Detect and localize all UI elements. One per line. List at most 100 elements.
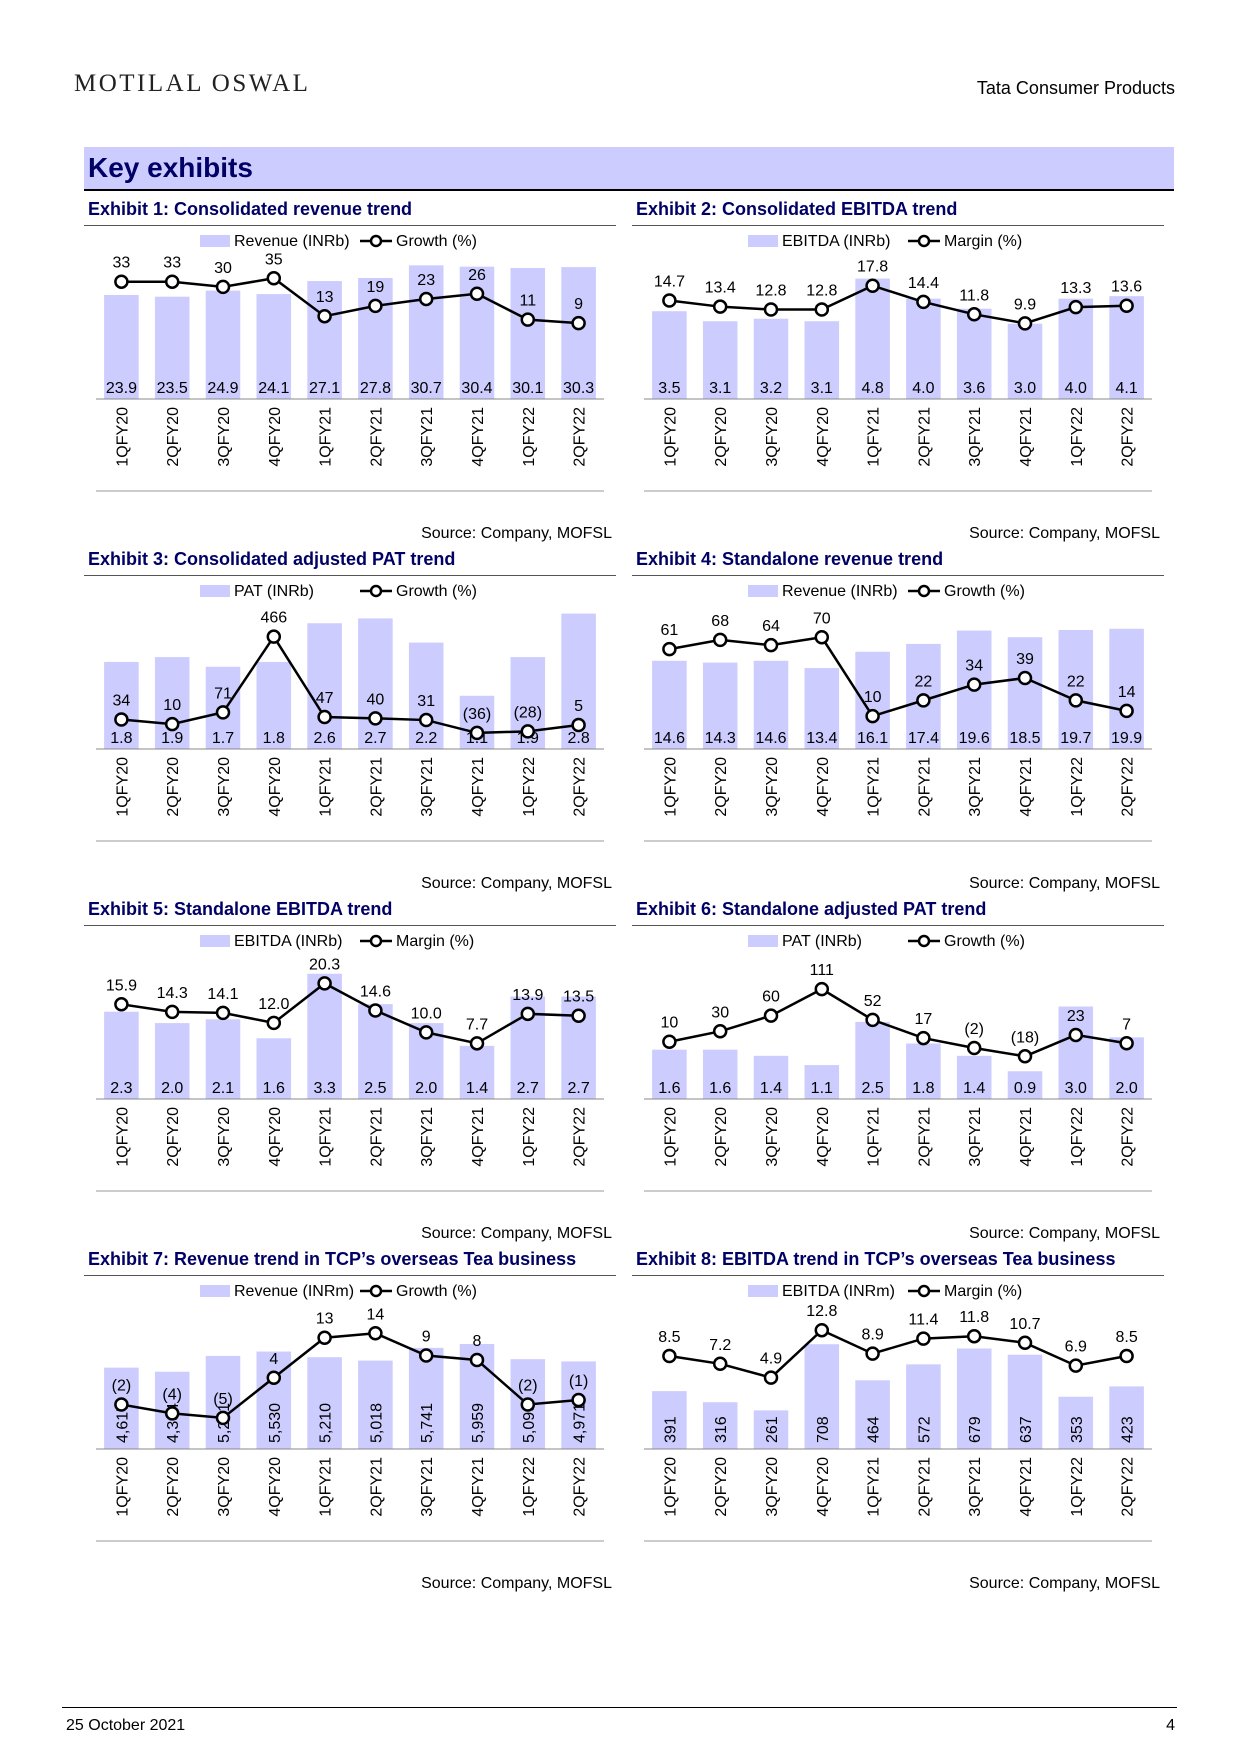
bar-data-label: 1.8: [912, 1080, 934, 1097]
line-point: [763, 637, 779, 653]
bar: [1058, 1396, 1094, 1449]
category-label: 1QFY22: [1069, 1107, 1086, 1167]
line-markers: [662, 1322, 1134, 1385]
line-point: [763, 1008, 779, 1023]
category-label: 3QFY20: [764, 1457, 781, 1517]
line-data-label: 7.7: [466, 1016, 488, 1033]
line-data-label: 8.5: [658, 1329, 680, 1346]
bar: [804, 1344, 840, 1449]
line-data-label: 52: [864, 993, 882, 1010]
bar: [1058, 629, 1094, 749]
report-date: 25 October 2021: [66, 1717, 186, 1734]
line-point: [571, 1392, 586, 1408]
exhibit-7: Exhibit 7: Revenue trend in TCP’s overse…: [84, 1245, 616, 1598]
source-note: Source: Company, MOFSL: [421, 1225, 612, 1242]
bar-data-label: 4.1: [1115, 380, 1137, 397]
bar-data-label: 708: [815, 1416, 832, 1443]
legend-bar-label: EBITDA (INRm): [782, 1283, 895, 1300]
line-point: [520, 1006, 536, 1022]
bar: [307, 973, 342, 1099]
bar-data-label: 14.6: [654, 730, 685, 747]
bar: [804, 1065, 840, 1099]
category-label: 2QFY21: [916, 407, 933, 467]
chart-4: Revenue (INRb) Growth (%) 14.6 14.3 14.6 13.4…: [644, 583, 1152, 842]
bar-data-label: 30.4: [461, 380, 492, 397]
line-point: [662, 1034, 677, 1049]
chart-1: Revenue (INRb) Growth (%) 23.9 23.5 24.9 24.1…: [96, 233, 604, 492]
line-data-label: 10: [163, 697, 181, 714]
bar: [408, 642, 444, 749]
line-point: [418, 1025, 434, 1040]
bar: [1007, 1354, 1043, 1449]
legend-bar-swatch: [200, 585, 230, 597]
line-data-label: 70: [813, 610, 831, 627]
category-label: 2QFY20: [713, 1457, 730, 1517]
title-rule: [632, 1275, 1164, 1276]
line-data-label: 40: [367, 691, 385, 708]
line-series: [121, 634, 579, 735]
exhibit-title: Exhibit 8: EBITDA trend in TCP’s oversea…: [636, 1249, 1116, 1269]
category-label: 3QFY21: [967, 757, 984, 817]
bar-data-label: 14.3: [705, 730, 736, 747]
legend-bar-swatch: [748, 935, 778, 947]
bar: [408, 265, 444, 399]
bar-labels: 14.6 14.3 14.6 13.4 16.1 17.4 19.6 18.5 19.7 19.9: [654, 730, 1142, 747]
category-label: 4QFY20: [815, 407, 832, 467]
line-point: [469, 1036, 485, 1051]
legend-line-label: Margin (%): [944, 233, 1022, 250]
category-label: 3QFY20: [216, 1457, 233, 1517]
line-point: [916, 1030, 931, 1046]
category-label: 1QFY20: [114, 1457, 131, 1517]
line-point: [916, 294, 931, 310]
category-label: 2QFY20: [165, 1107, 182, 1167]
category-labels: 1QFY20 2QFY20 3QFY20 4QFY20 1QFY21 2QFY21 3QFY…: [662, 1457, 1136, 1517]
line-point: [712, 299, 728, 314]
bar: [956, 1055, 992, 1099]
bar: [1109, 296, 1144, 399]
line-point: [215, 1005, 231, 1021]
bar: [205, 1019, 241, 1099]
line-point: [317, 976, 332, 991]
bar: [1058, 1006, 1094, 1099]
category-label: 2QFY20: [713, 407, 730, 467]
line-point: [114, 274, 129, 289]
bar: [753, 1410, 789, 1449]
line-labels: 10 30 60 111 52 17 (2) (18) 23 7: [661, 962, 1132, 1046]
bar: [154, 657, 190, 749]
legend-bar-label: PAT (INRb): [234, 583, 314, 600]
line-data-label: (1): [569, 1373, 589, 1390]
line-point: [1017, 1049, 1033, 1064]
line-data-label: 13: [316, 289, 334, 306]
bar: [1058, 298, 1094, 399]
line-point: [571, 315, 586, 331]
category-label: 2QFY21: [368, 407, 385, 467]
bar: [702, 321, 738, 399]
bar-data-label: 16.1: [857, 730, 888, 747]
line-markers: [662, 278, 1134, 331]
line-data-label: 10.0: [411, 1005, 442, 1022]
line-markers: [114, 1326, 586, 1426]
category-label: 3QFY21: [419, 407, 436, 467]
bar-data-label: 19.9: [1111, 730, 1142, 747]
bar-data-label: 30.3: [563, 380, 594, 397]
line-data-label: 5: [574, 698, 583, 715]
source-note: Source: Company, MOFSL: [421, 525, 612, 542]
category-label: 4QFY21: [1018, 407, 1035, 467]
bar: [1007, 323, 1043, 399]
line-data-label: 71: [214, 685, 232, 702]
bar-series: [652, 1344, 1144, 1449]
line-point: [662, 1348, 677, 1364]
bar-data-label: 0.9: [1014, 1080, 1036, 1097]
line-point: [1068, 1358, 1084, 1373]
bar-data-label: 5,018: [368, 1403, 385, 1443]
bar-data-label: 572: [916, 1416, 933, 1443]
chart-8: EBITDA (INRm) Margin (%) 391 316 261 708 464 57…: [644, 1283, 1152, 1542]
line-markers: [114, 629, 586, 741]
line-series: [669, 635, 1127, 718]
category-label: 4QFY20: [815, 1107, 832, 1167]
category-label: 4QFY20: [815, 1457, 832, 1517]
line-point: [368, 711, 383, 726]
category-label: 2QFY20: [165, 757, 182, 817]
category-labels: 1QFY20 2QFY20 3QFY20 4QFY20 1QFY21 2QFY21 3QFY…: [662, 407, 1136, 467]
line-point: [164, 1406, 180, 1421]
